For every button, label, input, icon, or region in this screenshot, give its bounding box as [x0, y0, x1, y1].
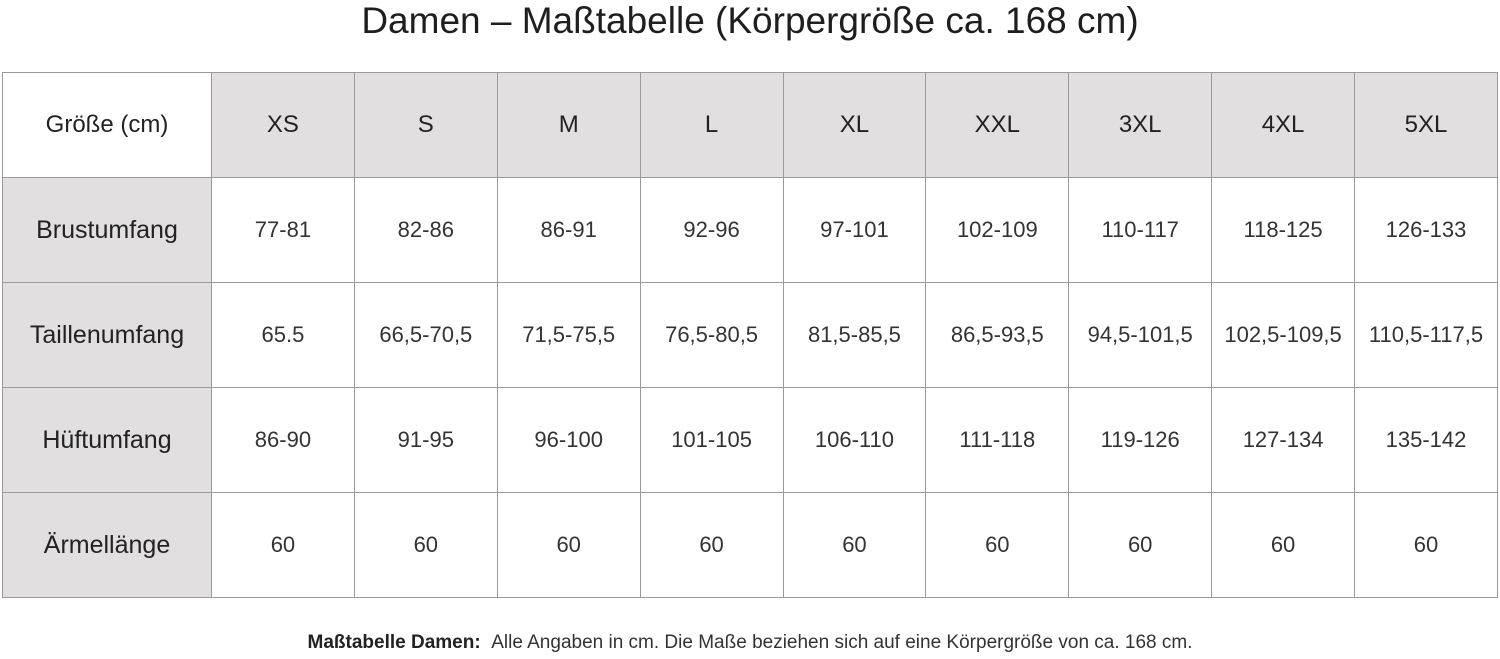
cell: 111-118	[925, 387, 1070, 493]
column-header: XS	[211, 72, 355, 178]
header-row: Größe (cm) XS S M L XL XXL 3XL 4XL 5XL	[2, 72, 1498, 178]
cell: 86-91	[496, 177, 641, 283]
footer-label: Maßtabelle Damen:	[307, 632, 481, 653]
row-label: Brustumfang	[2, 177, 212, 283]
cell: 60	[496, 492, 641, 598]
cell: 66,5-70,5	[353, 282, 498, 388]
cell: 118-125	[1211, 177, 1355, 283]
cell: 92-96	[639, 177, 784, 283]
column-header: XXL	[925, 72, 1070, 178]
column-header: 5XL	[1354, 72, 1498, 178]
cell: 127-134	[1211, 387, 1355, 493]
data-row: Brustumfang 77-81 82-86 86-91 92-96 97-101 102…	[2, 177, 1498, 283]
footer: Maßtabelle Damen: Alle Angaben in cm. Di…	[0, 632, 1500, 654]
column-header: L	[639, 72, 784, 178]
cell: 60	[925, 492, 1070, 598]
cell: 126-133	[1354, 177, 1498, 283]
row-label: Ärmellänge	[2, 492, 212, 598]
column-header: 3XL	[1068, 72, 1213, 178]
cell: 60	[782, 492, 927, 598]
cell: 71,5-75,5	[496, 282, 641, 388]
data-row: Ärmellänge 60 60 60 60 60 60 60 60 60	[2, 492, 1498, 598]
cell: 119-126	[1068, 387, 1213, 493]
cell: 97-101	[782, 177, 927, 283]
cell: 101-105	[639, 387, 784, 493]
cell: 96-100	[496, 387, 641, 493]
corner-cell: Größe (cm)	[2, 72, 212, 178]
cell: 65.5	[211, 282, 355, 388]
column-header: M	[496, 72, 641, 178]
column-header: XL	[782, 72, 927, 178]
cell: 106-110	[782, 387, 927, 493]
cell: 94,5-101,5	[1068, 282, 1213, 388]
cell: 102-109	[925, 177, 1070, 283]
cell: 110-117	[1068, 177, 1213, 283]
size-table: Größe (cm) XS S M L XL XXL 3XL 4XL 5XL Brustumfang…	[2, 72, 1498, 598]
footer-text: Alle Angaben in cm. Die Maße beziehen si…	[491, 632, 1193, 653]
cell: 77-81	[211, 177, 355, 283]
title: Damen – Maßtabelle (Körpergröße ca. 168 …	[361, 0, 1139, 41]
cell: 82-86	[353, 177, 498, 283]
data-row: Taillenumfang 65.5 66,5-70,5 71,5-75,5 76,5-…	[2, 282, 1498, 388]
cell: 60	[1211, 492, 1355, 598]
cell: 76,5-80,5	[639, 282, 784, 388]
cell: 135-142	[1354, 387, 1498, 493]
row-label: Taillenumfang	[2, 282, 212, 388]
cell: 86-90	[211, 387, 355, 493]
cell: 110,5-117,5	[1354, 282, 1498, 388]
cell: 60	[1354, 492, 1498, 598]
cell: 60	[211, 492, 355, 598]
cell: 60	[639, 492, 784, 598]
data-row: Hüftumfang 86-90 91-95 96-100 101-105 106-110…	[2, 387, 1498, 493]
column-header: S	[353, 72, 498, 178]
cell: 102,5-109,5	[1211, 282, 1355, 388]
cell: 81,5-85,5	[782, 282, 927, 388]
row-label: Hüftumfang	[2, 387, 212, 493]
cell: 60	[1068, 492, 1213, 598]
cell: 86,5-93,5	[925, 282, 1070, 388]
column-header: 4XL	[1211, 72, 1355, 178]
cell: 60	[353, 492, 498, 598]
cell: 91-95	[353, 387, 498, 493]
